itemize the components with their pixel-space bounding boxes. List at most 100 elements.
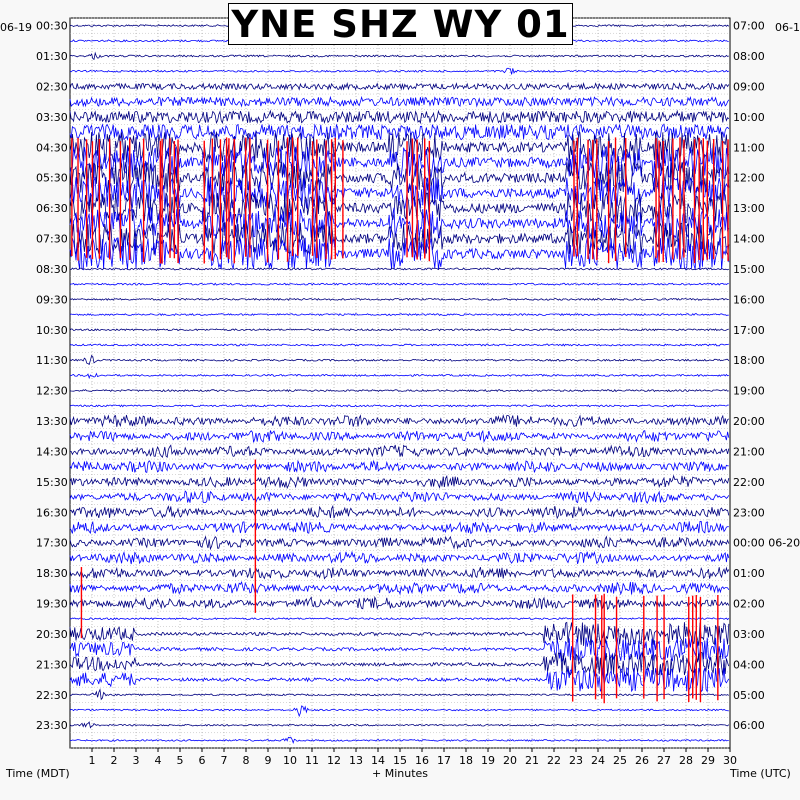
right-tick-label: 18:00 <box>733 354 765 367</box>
trace-row <box>69 688 730 701</box>
trace-row <box>69 389 729 393</box>
left-tick-label: 11:30 <box>36 354 68 367</box>
left-tick-label: 16:30 <box>36 506 68 519</box>
trace-row <box>69 192 730 224</box>
left-tick-label: 15:30 <box>36 476 68 489</box>
right-tick-label: 03:00 <box>733 628 765 641</box>
x-tick-label: 20 <box>503 754 517 767</box>
x-tick-label: 9 <box>265 754 272 767</box>
x-tick-label: 17 <box>437 754 451 767</box>
left-tick-label: 13:30 <box>36 415 68 428</box>
right-tick-label: 02:00 <box>733 598 765 611</box>
seismic-traces <box>69 24 730 745</box>
right-tick-label: 22:00 <box>733 476 765 489</box>
x-tick-label: 1 <box>89 754 96 767</box>
x-tick-label: 27 <box>657 754 671 767</box>
left-tick-label: 03:30 <box>36 111 68 124</box>
trace-row <box>69 566 730 580</box>
right-tick-label: 23:00 <box>733 506 765 519</box>
left-tick-label: 21:30 <box>36 658 68 671</box>
left-axis-title: Time (MDT) <box>5 767 70 780</box>
trace-row <box>69 595 730 611</box>
trace-row <box>69 637 730 663</box>
x-tick-label: 24 <box>591 754 605 767</box>
left-tick-label: 08:30 <box>36 263 68 276</box>
right-tick-label: 00:00 06-20 <box>733 537 800 550</box>
trace-row <box>69 207 730 240</box>
left-tick-label: 22:30 <box>36 689 68 702</box>
trace-row <box>69 736 729 745</box>
title-box: YNE SHZ WY 01 <box>228 3 573 45</box>
trace-row <box>69 313 729 317</box>
trace-row <box>69 666 730 693</box>
left-tick-label: 04:30 <box>36 141 68 154</box>
trace-row <box>69 580 730 596</box>
x-tick-label: 13 <box>349 754 363 767</box>
x-tick-label: 7 <box>221 754 228 767</box>
left-tick-label: 17:30 <box>36 537 68 550</box>
trace-row <box>69 146 730 180</box>
x-tick-label: 2 <box>111 754 118 767</box>
x-tick-label: 12 <box>327 754 341 767</box>
x-tick-label: 15 <box>393 754 407 767</box>
right-tick-label: 07:00 <box>733 20 765 33</box>
left-tick-label: 01:30 <box>36 50 68 63</box>
left-tick-label: 02:30 <box>36 80 68 93</box>
right-tick-label: 11:00 <box>733 141 765 154</box>
trace-row <box>69 222 730 256</box>
x-tick-label: 6 <box>199 754 206 767</box>
x-tick-label: 16 <box>415 754 429 767</box>
left-tick-label: 12:30 <box>36 385 68 398</box>
left-tick-label: 00:30 <box>36 20 68 33</box>
trace-row <box>69 721 730 729</box>
trace-row <box>69 123 730 141</box>
x-tick-label: 14 <box>371 754 385 767</box>
right-tick-label: 05:00 <box>733 689 765 702</box>
trace-row <box>69 429 730 443</box>
trace-row <box>69 520 729 535</box>
trace-row <box>69 459 729 473</box>
left-time-axis: 00:30 01:30 02:30 03:30 04:30 05:30 06:30 07:30… <box>36 20 68 733</box>
trace-row <box>69 297 729 301</box>
right-tick-label: 20:00 <box>733 415 765 428</box>
right-tick-label: 04:00 <box>733 658 765 671</box>
right-tick-label: 09:00 <box>733 80 765 93</box>
trace-row <box>69 404 729 408</box>
x-tick-label: 21 <box>525 754 539 767</box>
trace-row <box>69 550 730 565</box>
left-tick-label: 09:30 <box>36 293 68 306</box>
right-tick-label: 13:00 <box>733 202 765 215</box>
chart-title: YNE SHZ WY 01 <box>231 2 570 46</box>
trace-row <box>69 67 730 75</box>
trace-row <box>69 474 730 490</box>
trace-row <box>69 354 730 366</box>
right-time-axis: 07:00 08:00 09:00 10:00 11:00 12:00 13:00 14:00… <box>733 20 800 733</box>
trace-row <box>69 617 730 621</box>
x-tick-label: 3 <box>133 754 140 767</box>
trace-row <box>69 490 730 504</box>
x-tick-label: 5 <box>177 754 184 767</box>
date-left-label: 06-19 <box>0 21 32 34</box>
trace-row <box>69 414 730 428</box>
x-tick-label: 25 <box>613 754 627 767</box>
trace-row <box>69 131 730 164</box>
x-tick-label: 4 <box>155 754 162 767</box>
x-tick-label: 30 <box>723 754 737 767</box>
right-tick-label: 16:00 <box>733 293 765 306</box>
x-axis-title: + Minutes <box>372 767 428 780</box>
trace-row <box>69 236 730 271</box>
trace-row <box>69 621 730 646</box>
right-tick-label: 06:00 <box>733 719 765 732</box>
right-tick-label: 10:00 <box>733 111 765 124</box>
trace-row <box>69 282 729 286</box>
trace-row <box>69 176 730 210</box>
right-tick-label: 17:00 <box>733 324 765 337</box>
minute-axis: 1 2 3 4 5 6 7 8 9 10 11 12 13 14 15 16 17 18 19 20 21 22 23 24 2… <box>89 748 737 767</box>
trace-row <box>69 343 729 347</box>
date-right-label: 06-1 <box>775 21 800 34</box>
right-tick-label: 12:00 <box>733 172 765 185</box>
right-tick-label: 21:00 <box>733 445 765 458</box>
x-tick-label: 23 <box>569 754 583 767</box>
trace-row <box>69 504 730 520</box>
